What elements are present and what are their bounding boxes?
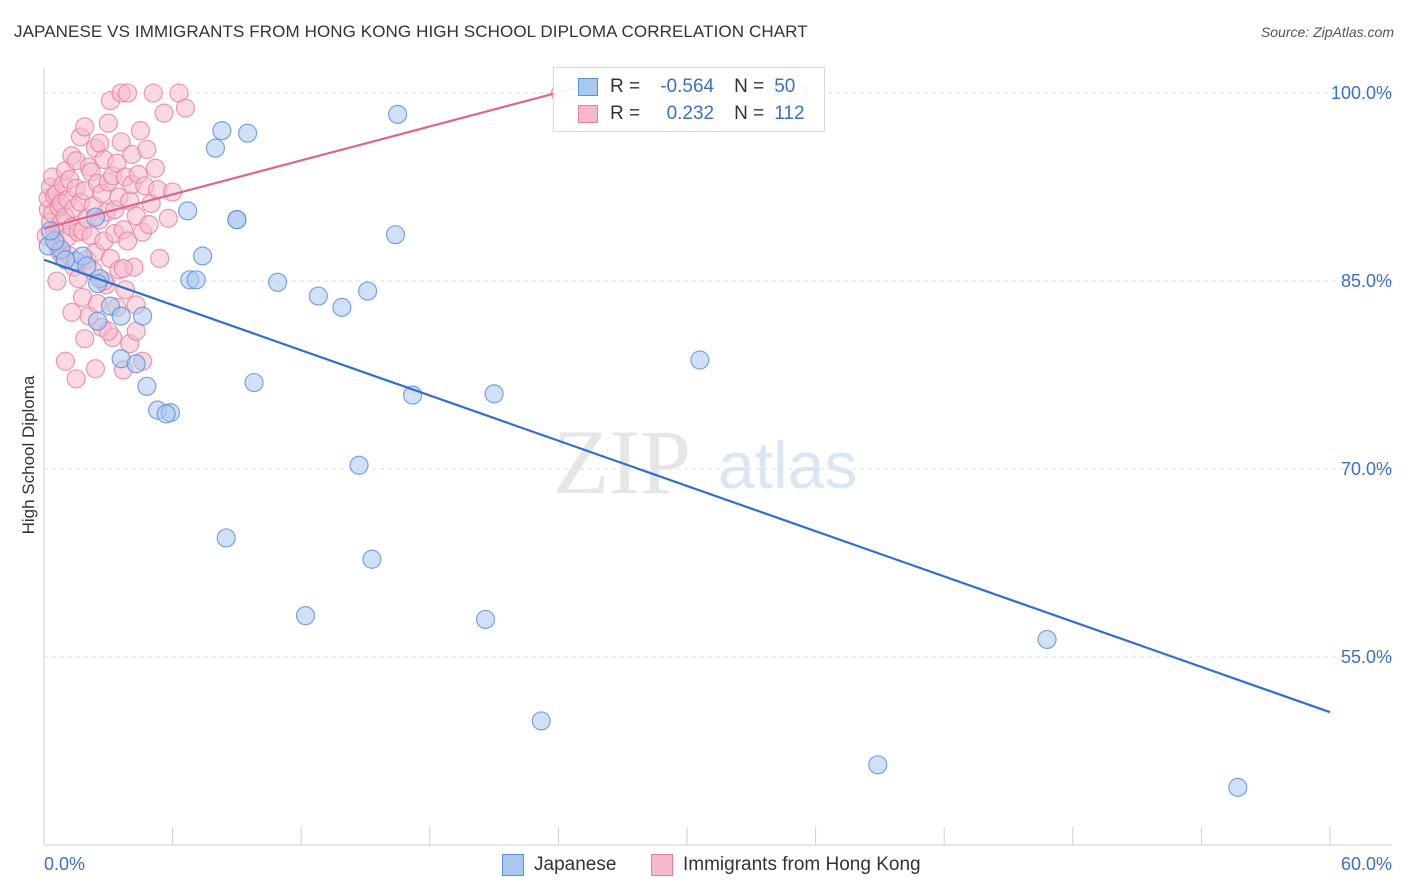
point-japanese [308, 286, 328, 306]
point-japanese [531, 711, 551, 731]
point-japanese [137, 376, 157, 396]
trendlines [43, 85, 1331, 714]
point-japanese [216, 528, 236, 548]
chart-source: Source: ZipAtlas.com [1260, 24, 1394, 40]
gridlines [44, 92, 1392, 658]
point-hongkong [130, 121, 151, 141]
point-hongkong [143, 83, 163, 103]
x-tick-label-left: 0.0% [44, 854, 85, 874]
r-label: R = [610, 76, 641, 97]
point-japanese [388, 104, 408, 124]
watermark-atlas: atlas [718, 428, 857, 502]
r-value-hongkong: 0.232 [666, 103, 715, 124]
point-hongkong [107, 153, 127, 173]
point-japanese [156, 404, 176, 424]
n-value-hongkong: 112 [774, 103, 805, 124]
point-hongkong [150, 248, 170, 269]
y-tick-label: 100.0% [1331, 83, 1392, 103]
y-axis-label: High School Diploma [19, 375, 38, 534]
y-tick-label: 55.0% [1341, 647, 1392, 667]
point-hongkong [85, 359, 106, 379]
point-hongkong [154, 103, 174, 123]
point-hongkong [75, 329, 95, 349]
point-japanese [1037, 629, 1057, 650]
stats-row-japanese: R = -0.564 N = 50 [554, 74, 795, 100]
stats-row-hongkong: R = 0.232 N = 112 [554, 101, 805, 127]
point-japanese [132, 306, 153, 326]
point-japanese [268, 272, 288, 292]
legend-item-japanese[interactable]: Japanese [502, 852, 616, 878]
point-hongkong [175, 98, 196, 118]
point-japanese [295, 606, 316, 626]
r-label: R = [610, 103, 641, 124]
hongkong-swatch [578, 105, 598, 123]
point-japanese [238, 123, 258, 143]
point-hongkong [158, 208, 178, 228]
point-japanese [349, 455, 369, 475]
point-japanese [87, 311, 108, 331]
point-japanese [55, 250, 76, 270]
chart-title: JAPANESE VS IMMIGRANTS FROM HONG KONG HI… [14, 22, 808, 41]
stats-legend: R = -0.564 N = 50 R = 0.232 N = 112 [553, 67, 825, 132]
legend-item-hongkong[interactable]: Immigrants from Hong Kong [651, 852, 921, 878]
y-tick-label: 70.0% [1341, 459, 1392, 479]
point-japanese [332, 297, 352, 317]
point-japanese [212, 121, 232, 141]
point-hongkong [113, 258, 133, 279]
watermark: ZIP atlas [553, 411, 857, 513]
point-japanese [244, 372, 264, 393]
point-japanese [385, 225, 406, 245]
r-value-japanese: -0.564 [660, 76, 715, 97]
point-hongkong [115, 280, 136, 300]
legend-swatch-hongkong [651, 854, 673, 876]
point-japanese [111, 306, 131, 326]
legend-label-hongkong: Immigrants from Hong Kong [683, 854, 921, 875]
point-japanese [484, 384, 504, 404]
point-hongkong [75, 117, 95, 137]
y-tick-label: 85.0% [1341, 271, 1392, 291]
legend-label-japanese: Japanese [534, 854, 617, 875]
japanese-swatch [578, 78, 598, 96]
tick-labels: 100.0% 85.0% 70.0% 55.0% 0.0% 60.0% [44, 83, 1392, 874]
point-japanese [358, 281, 378, 301]
point-hongkong [62, 302, 82, 322]
point-japanese [186, 270, 206, 290]
point-hongkong [117, 231, 138, 251]
point-hongkong [47, 271, 67, 291]
x-tick-label-right: 60.0% [1341, 854, 1392, 874]
point-japanese [362, 549, 382, 569]
point-hongkong [145, 158, 166, 178]
point-hongkong [98, 113, 118, 133]
n-value-japanese: 50 [774, 76, 796, 97]
point-japanese [227, 210, 247, 230]
legend-swatch-japanese [502, 854, 524, 876]
point-hongkong [90, 133, 110, 153]
point-hongkong [139, 215, 159, 235]
point-hongkong [55, 351, 76, 371]
point-japanese [126, 354, 146, 374]
point-hongkong [117, 83, 138, 103]
point-japanese [475, 609, 496, 630]
trendline-japanese [43, 258, 1331, 714]
point-japanese [690, 350, 710, 370]
point-hongkong [137, 139, 157, 160]
point-japanese [193, 246, 213, 266]
point-japanese [1228, 777, 1248, 797]
point-hongkong [111, 132, 131, 152]
point-japanese [178, 201, 198, 221]
point-japanese [868, 755, 888, 775]
n-label: N = [734, 103, 765, 124]
n-label: N = [734, 76, 765, 97]
data-points [36, 83, 1248, 797]
trendline-hongkong [43, 85, 581, 230]
point-japanese [205, 138, 226, 158]
point-hongkong [66, 369, 86, 389]
